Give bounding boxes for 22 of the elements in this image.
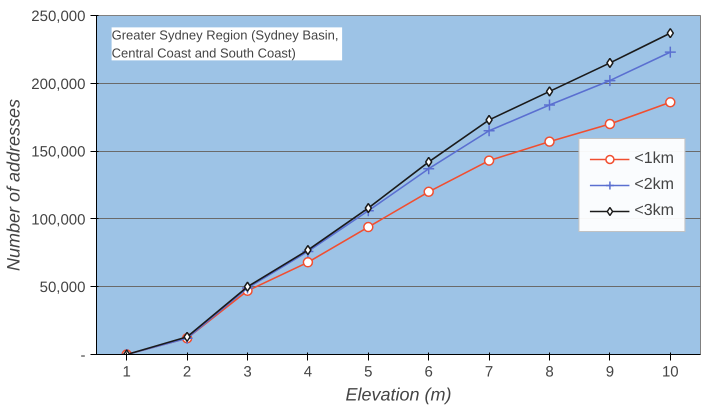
- y-tick-label: -: [80, 347, 86, 364]
- x-tick-label: 9: [606, 364, 614, 380]
- x-tick-label: 7: [484, 364, 494, 380]
- annotation: Greater Sydney Region (Sydney Basin, Central Coast and South Coast): [112, 27, 339, 60]
- y-tick-label: 150,000: [31, 144, 86, 161]
- x-tick-label: 4: [304, 364, 312, 380]
- y-tick-label: 50,000: [40, 279, 86, 296]
- y-tick-label: 250,000: [31, 8, 86, 25]
- x-tick-label: 8: [545, 364, 554, 380]
- x-tick-label: 6: [424, 364, 433, 380]
- y-axis-title: Number of addresses: [3, 98, 24, 272]
- legend-label: <3km: [634, 202, 674, 220]
- x-tick-label: 2: [182, 364, 192, 380]
- legend-label: <1km: [634, 150, 674, 168]
- y-tick-label: 100,000: [31, 211, 86, 228]
- legend-label: <2km: [634, 176, 674, 194]
- x-tick-label: 3: [243, 364, 252, 380]
- x-tick-label: 1: [122, 364, 131, 380]
- x-tick-label: 5: [364, 364, 372, 380]
- x-axis-title: Elevation (m): [345, 384, 452, 404]
- x-tick-label: 10: [662, 364, 679, 380]
- y-tick-label: 200,000: [31, 76, 86, 93]
